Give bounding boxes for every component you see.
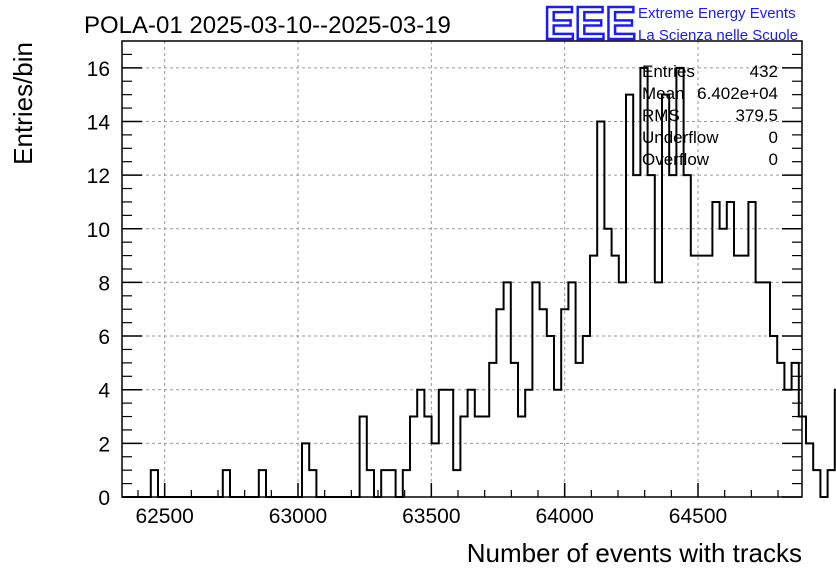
- y-tick-label: 12: [87, 165, 110, 188]
- stats-rms-label: RMS: [642, 106, 680, 125]
- x-tick-label: 63500: [402, 505, 460, 528]
- stats-overflow-label: Overflow: [642, 150, 710, 169]
- x-axis-label: Number of events with tracks: [467, 538, 802, 568]
- stats-mean-value: 6.402e+04: [697, 84, 778, 103]
- y-tick-label: 10: [87, 219, 110, 242]
- x-tick-label: 62500: [135, 505, 193, 528]
- y-tick-label: 14: [87, 111, 111, 134]
- eee-logo-line2: La Scienza nelle Scuole: [638, 27, 798, 44]
- y-tick-label: 8: [98, 272, 110, 295]
- stats-underflow-value: 0: [769, 128, 778, 147]
- y-axis-label: Entries/bin: [8, 42, 38, 165]
- stats-underflow-label: Underflow: [642, 128, 719, 147]
- y-tick-label: 6: [98, 326, 110, 349]
- eee-logo: EEE Extreme Energy Events La Scienza nel…: [543, 0, 798, 50]
- stats-entries-value: 432: [750, 62, 778, 81]
- y-tick-label: 0: [98, 487, 110, 510]
- stats-overflow-value: 0: [769, 150, 778, 169]
- x-tick-label: 64500: [669, 505, 727, 528]
- stats-box: Entries 432 Mean 6.402e+04 RMS 379.5 Und…: [642, 62, 778, 169]
- stats-entries-label: Entries: [642, 62, 695, 81]
- x-tick-label: 64000: [535, 505, 593, 528]
- stats-mean-label: Mean: [642, 84, 685, 103]
- axis-ticks: 62500 63000 63500 64000 64500 0 2 4 6 8 10 12 14 16: [87, 53, 802, 528]
- y-tick-label: 16: [87, 58, 110, 81]
- y-tick-label: 2: [98, 433, 110, 456]
- eee-logo-mark: EEE: [544, 0, 636, 49]
- stats-rms-value: 379.5: [735, 106, 778, 125]
- chart-title: POLA-01 2025-03-10--2025-03-19: [84, 12, 451, 39]
- x-tick-label: 63000: [269, 505, 327, 528]
- eee-logo-line1: Extreme Energy Events: [638, 5, 796, 22]
- y-tick-label: 4: [98, 380, 110, 403]
